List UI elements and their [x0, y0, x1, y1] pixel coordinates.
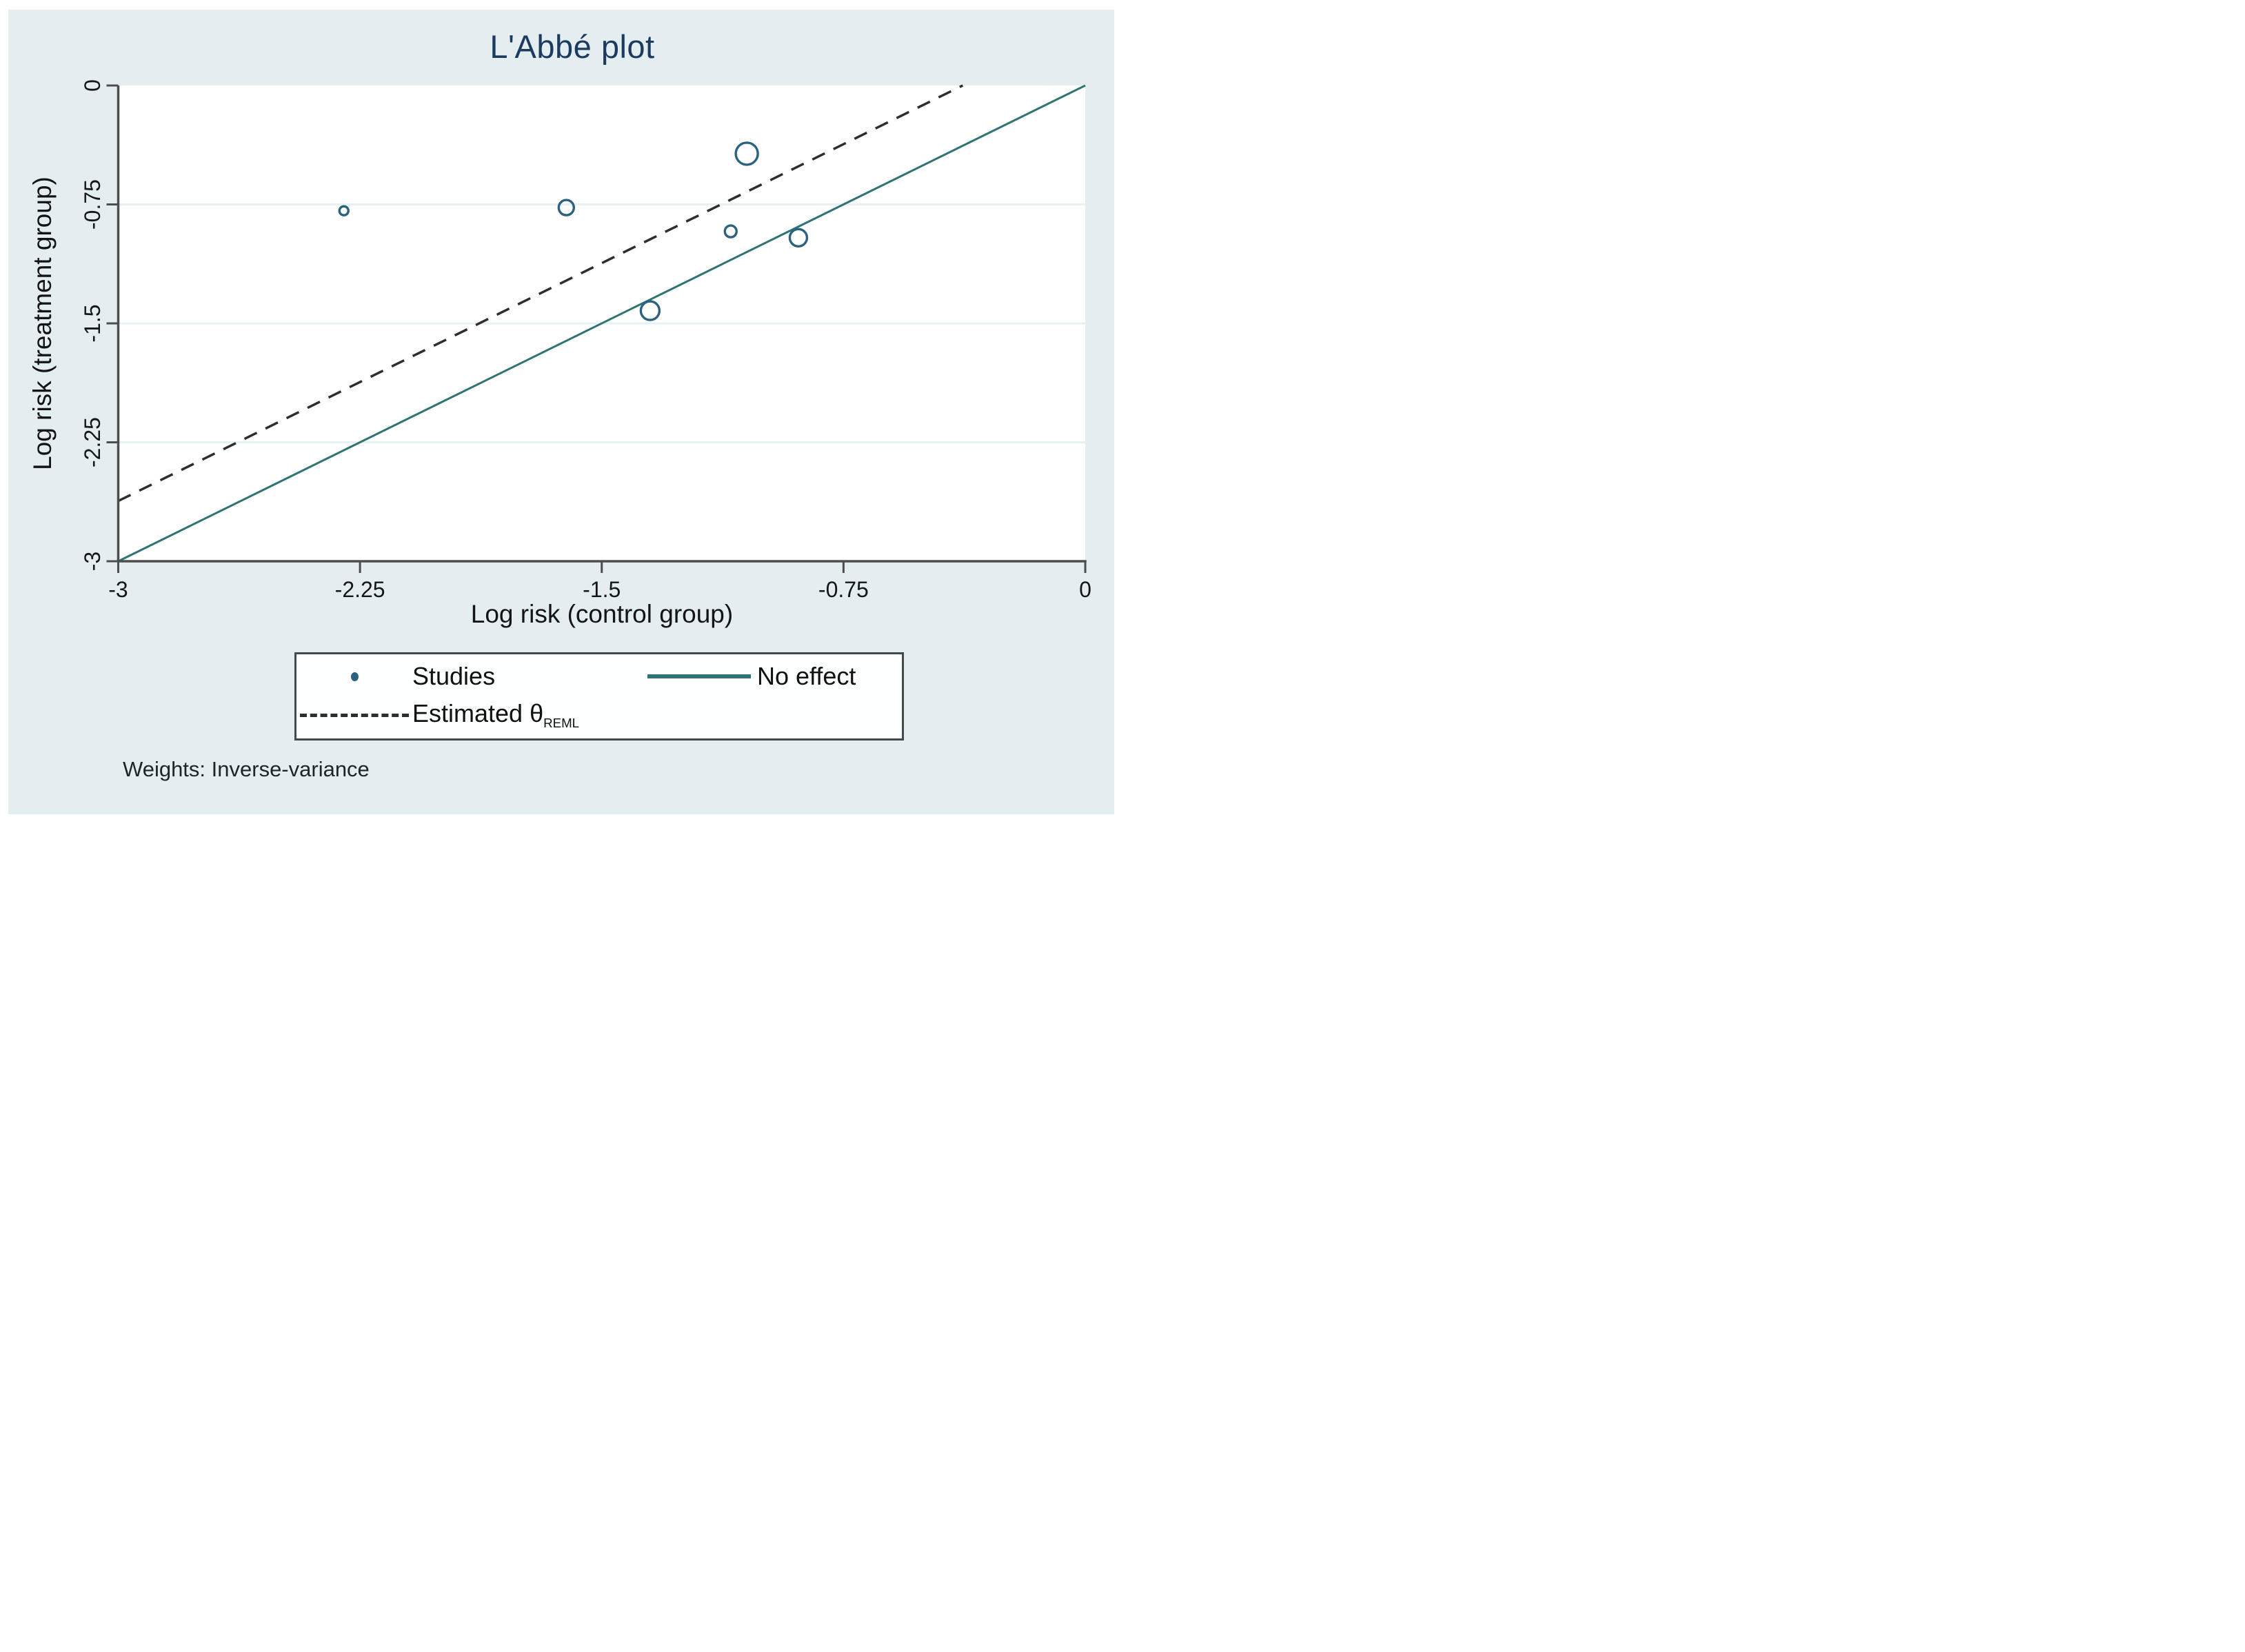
weights-note: Weights: Inverse-variance: [123, 757, 370, 781]
x-tick-label: -1.5: [583, 577, 621, 602]
no-effect-line: [117, 84, 1086, 563]
legend-label-studies: Studies: [412, 662, 496, 690]
legend-box: Studies No effect Estimated θREML: [294, 652, 904, 741]
study-point: [788, 228, 809, 248]
x-tick-label: 0: [1079, 577, 1091, 602]
estimated-line-icon: [296, 696, 412, 734]
no-effect-line-icon: [641, 657, 757, 696]
estimated-reml-line: [117, 84, 964, 503]
y-tick-label: -0.75: [80, 179, 105, 230]
study-point: [557, 199, 576, 216]
x-tick-label: -3: [108, 577, 128, 602]
study-point: [723, 224, 738, 239]
y-tick-label: -2.25: [80, 417, 105, 467]
study-point: [734, 141, 759, 166]
study-point: [639, 300, 661, 321]
y-tick-label: -3: [80, 552, 105, 571]
x-axis-title: Log risk (control group): [470, 600, 734, 628]
x-tick-label: -0.75: [818, 577, 869, 602]
plot-title: L'Abbé plot: [490, 28, 655, 65]
y-axis-title: Log risk (treatment group): [28, 177, 57, 470]
labbe-plot-canvas: -3 -2.25 -1.5 -0.75 0 0 -0.75 -1.5 -2.25 -3: [80, 79, 1091, 602]
y-tick-label: -1.5: [80, 304, 105, 342]
x-tick-label: -2.25: [335, 577, 385, 602]
page: -3 -2.25 -1.5 -0.75 0 0 -0.75 -1.5 -2.25 -3 L'Abb…: [0, 0, 1122, 826]
legend-label-no-effect: No effect: [757, 662, 856, 690]
study-point: [338, 205, 350, 216]
y-tick-label: 0: [80, 79, 105, 92]
legend-label-estimated: Estimated θREML: [412, 698, 580, 731]
studies-marker-icon: [296, 657, 412, 696]
